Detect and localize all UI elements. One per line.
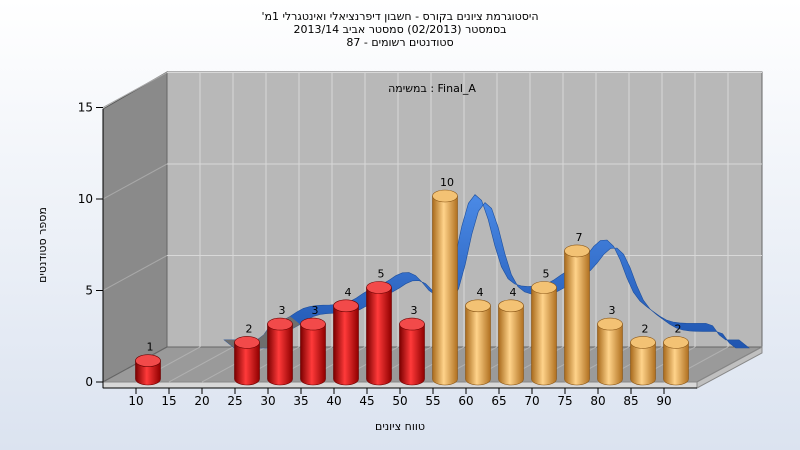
bar-50: 3	[399, 304, 425, 386]
bar-cap	[597, 317, 623, 331]
x-tick-label: 50	[392, 394, 407, 408]
bar-value-label: 3	[312, 304, 319, 317]
bar-body	[234, 342, 260, 386]
bar-65: 4	[498, 286, 524, 386]
bar-35: 3	[300, 304, 326, 386]
bar-value-label: 2	[642, 322, 649, 335]
bar-value-label: 3	[411, 304, 418, 317]
bar-body	[597, 323, 623, 386]
bar-cap	[630, 336, 656, 349]
bar-cap	[267, 317, 293, 331]
x-tick-label: 90	[656, 394, 671, 408]
bar-value-label: 4	[477, 286, 484, 299]
x-tick-label: 35	[293, 394, 308, 408]
y-tick-label: 0	[85, 375, 93, 389]
bar-value-label: 4	[345, 286, 352, 299]
bar-body	[498, 305, 524, 386]
bar-cap	[465, 299, 491, 313]
bar-cap	[135, 354, 161, 368]
bar-45: 5	[366, 268, 392, 386]
chart-title-line-3: סטודנטים רשומים - 87	[346, 36, 454, 49]
bar-value-label: 4	[510, 286, 517, 299]
side-wall	[102, 71, 168, 383]
x-tick-label: 60	[458, 394, 473, 408]
grid-line-floor	[168, 346, 234, 383]
x-tick-label: 65	[491, 394, 506, 408]
bar-cap	[531, 281, 557, 294]
grid-line-side	[102, 72, 168, 108]
bar-60: 4	[465, 286, 491, 386]
bar-value-label: 3	[279, 304, 286, 317]
bar-85: 2	[630, 322, 656, 386]
bar-cap	[564, 244, 590, 258]
y-tick-label: 10	[78, 192, 93, 206]
bar-body	[399, 323, 425, 386]
grid-line-side	[102, 163, 168, 200]
bar-cap	[498, 299, 524, 313]
bar-value-label: 5	[378, 268, 385, 281]
y-axis-title: מספר סטודנטים	[36, 207, 49, 283]
bar-cap	[366, 281, 392, 294]
x-tick-label: 15	[161, 394, 176, 408]
grid-line-side	[102, 255, 168, 291]
bar-25: 2	[234, 322, 260, 386]
x-tick-label: 80	[590, 394, 605, 408]
x-tick-label: 70	[524, 394, 539, 408]
bar-value-label: 1	[147, 341, 154, 354]
bar-cap	[432, 189, 458, 203]
x-tick-label: 45	[359, 394, 374, 408]
x-tick-label: 30	[260, 394, 275, 408]
floor-right-edge	[696, 346, 763, 389]
bar-body	[432, 195, 458, 386]
y-tick-label: 15	[78, 101, 93, 115]
x-tick-label: 55	[425, 394, 440, 408]
bar-value-label: 2	[675, 322, 682, 335]
x-tick-label: 40	[326, 394, 341, 408]
bar-40: 4	[333, 286, 359, 386]
bar-value-label: 5	[543, 268, 550, 281]
bar-body	[333, 305, 359, 386]
bar-body	[630, 342, 656, 386]
x-tick-label: 75	[557, 394, 572, 408]
bar-30: 3	[267, 304, 293, 386]
bar-cap	[300, 317, 326, 331]
bar-body	[531, 287, 557, 386]
y-tick-label: 5	[85, 284, 93, 298]
bar-value-label: 3	[609, 304, 616, 317]
bar-value-label: 10	[440, 176, 454, 189]
x-tick-label: 10	[128, 394, 143, 408]
bar-70: 5	[531, 268, 557, 386]
bar-body	[564, 250, 590, 386]
x-axis-title: טווח ציונים	[375, 420, 425, 433]
bar-body	[663, 342, 689, 386]
bar-value-label: 2	[246, 322, 253, 335]
bar-90: 2	[663, 322, 689, 386]
bar-cap	[663, 336, 689, 349]
bar-80: 3	[597, 304, 623, 386]
chart-title-line-2: בסמסטר (02/2013) סמסטר אביב 2013/14	[293, 23, 507, 36]
x-tick-label: 25	[227, 394, 242, 408]
bar-body	[465, 305, 491, 386]
bar-55: 10	[432, 176, 458, 386]
bar-cap	[399, 317, 425, 331]
bar-cap	[333, 299, 359, 313]
bar-10: 1	[135, 341, 161, 386]
x-tick-label: 85	[623, 394, 638, 408]
bar-cap	[234, 336, 260, 349]
bar-body	[300, 323, 326, 386]
bars: 1 2 3 3 4 5 3 10 4 4 5 7 3 2 2	[135, 176, 689, 386]
bar-body	[366, 287, 392, 386]
x-tick-label: 20	[194, 394, 209, 408]
bar-value-label: 7	[576, 231, 583, 244]
chart-annotation: במשימה : Final_A	[388, 82, 476, 95]
bar-body	[267, 323, 293, 386]
bar-body	[135, 360, 161, 386]
chart-title-line-1: היסטוגרמת ציונים בקורס - חשבון דיפרנציאל…	[261, 10, 539, 23]
bar-75: 7	[564, 231, 590, 386]
